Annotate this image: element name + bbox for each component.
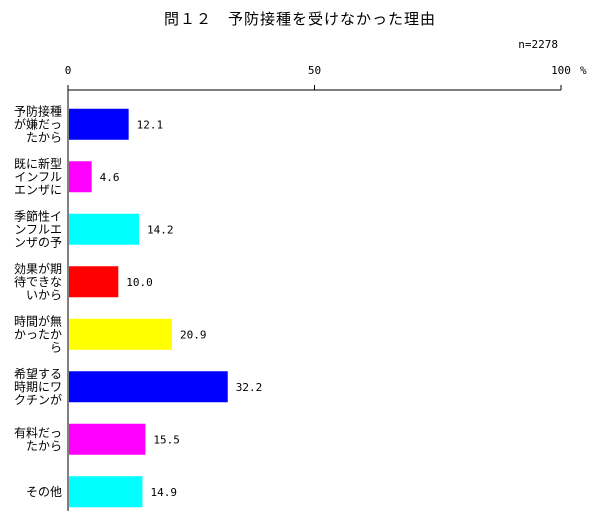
- category-label: 季節性イ: [14, 208, 62, 223]
- x-tick-label: 100: [551, 64, 571, 77]
- bar-value-label: 10.0: [126, 276, 153, 289]
- bar: [69, 318, 173, 350]
- sample-size-note: n=2278: [518, 38, 558, 51]
- bar: [69, 423, 146, 455]
- x-tick-label: 0: [65, 64, 72, 77]
- category-label: 時間が無: [14, 313, 62, 328]
- category-label: 効果が期: [14, 261, 62, 276]
- bar-value-label: 20.9: [180, 328, 207, 341]
- bar: [69, 108, 129, 140]
- bar-value-label: 15.5: [153, 433, 180, 446]
- category-label: インフル: [14, 170, 62, 184]
- category-label: 有料だっ: [14, 426, 62, 440]
- category-label: たから: [26, 439, 62, 453]
- category-label: 待できな: [14, 275, 62, 289]
- category-label: 時期にワ: [14, 380, 62, 394]
- category-label: たから: [26, 130, 62, 144]
- bar: [69, 476, 143, 508]
- bar-value-label: 4.6: [100, 171, 120, 184]
- bar: [69, 161, 92, 193]
- category-label: 予防接種: [14, 103, 62, 118]
- bar-value-label: 14.2: [147, 223, 174, 236]
- category-label: その他: [26, 485, 62, 499]
- category-label: エンザに: [14, 183, 62, 197]
- category-label: いから: [26, 288, 62, 302]
- unit-label: %: [580, 64, 587, 77]
- bar-value-label: 14.9: [150, 486, 177, 499]
- bar: [69, 371, 228, 403]
- category-label: 希望する: [14, 366, 62, 381]
- category-label: クチンが: [14, 392, 62, 407]
- category-label: ンフルエ: [14, 222, 62, 236]
- category-label: ら: [50, 340, 62, 354]
- chart-title: 問１２ 予防接種を受けなかった理由: [163, 10, 436, 28]
- bar-value-label: 12.1: [137, 118, 164, 131]
- category-label: かったか: [14, 327, 62, 341]
- bar: [69, 213, 140, 245]
- bar-value-label: 32.2: [236, 381, 263, 394]
- category-label: が嫌だっ: [14, 116, 62, 131]
- category-label: 既に新型: [14, 156, 62, 171]
- x-tick-label: 50: [308, 64, 321, 77]
- bar: [69, 266, 119, 298]
- category-label: ンザの予: [14, 235, 62, 249]
